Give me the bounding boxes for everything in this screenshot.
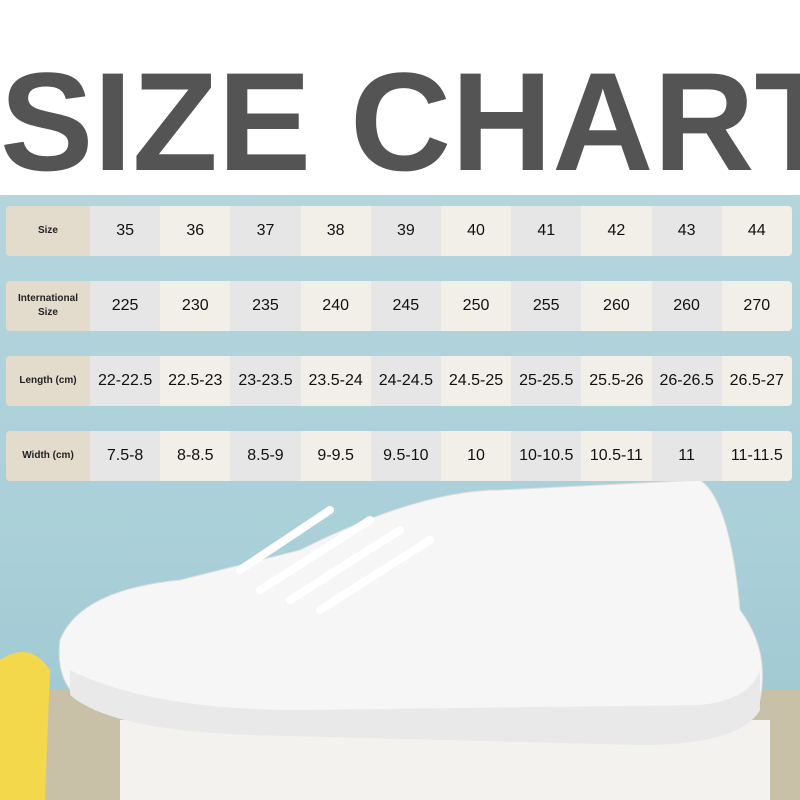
cell: 23-23.5 (230, 356, 301, 406)
cell: 270 (721, 281, 792, 331)
cell: 24-24.5 (370, 356, 441, 406)
cell: 25.5-26 (581, 356, 652, 406)
cell: 8.5-9 (230, 431, 301, 481)
cell: 41 (511, 206, 582, 256)
cell: 260 (581, 281, 652, 331)
cell: 230 (160, 281, 231, 331)
cell: 23.5-24 (300, 356, 371, 406)
cell: 11 (651, 431, 722, 481)
table-row-width: Width (cm) 7.5-8 8-8.5 8.5-9 9-9.5 9.5-1… (6, 431, 792, 481)
cell: 43 (651, 206, 722, 256)
cell: 255 (511, 281, 582, 331)
shoe-sole (70, 670, 760, 745)
cell: 10 (440, 431, 512, 481)
table-row-international-size: International Size 225 230 235 240 245 2… (6, 281, 792, 331)
cell: 22-22.5 (90, 356, 161, 406)
cell: 250 (440, 281, 512, 331)
cell: 235 (230, 281, 301, 331)
shoe-laces (236, 506, 434, 614)
cell: 44 (721, 206, 792, 256)
cell: 22.5-23 (160, 356, 231, 406)
row-label: Length (cm) (6, 356, 90, 406)
cell: 9-9.5 (300, 431, 371, 481)
row-label: Width (cm) (6, 431, 90, 481)
table-row-length: Length (cm) 22-22.5 22.5-23 23-23.5 23.5… (6, 356, 792, 406)
cell: 37 (230, 206, 301, 256)
cell: 11-11.5 (721, 431, 792, 481)
cell: 25-25.5 (511, 356, 582, 406)
row-label: International Size (6, 281, 90, 331)
cell: 7.5-8 (90, 431, 161, 481)
cell: 35 (90, 206, 161, 256)
cell: 38 (300, 206, 371, 256)
cell: 260 (651, 281, 722, 331)
cell: 40 (440, 206, 512, 256)
cell: 39 (370, 206, 441, 256)
cell: 10.5-11 (581, 431, 652, 481)
cell: 24.5-25 (440, 356, 512, 406)
shoe-image (0, 479, 770, 800)
cell: 225 (90, 281, 161, 331)
cell: 245 (370, 281, 441, 331)
cell: 240 (300, 281, 371, 331)
yellow-object (0, 652, 50, 800)
cell: 8-8.5 (160, 431, 231, 481)
table-row-size: Size 35 36 37 38 39 40 41 42 43 44 (6, 206, 792, 256)
cell: 26-26.5 (651, 356, 722, 406)
cell: 10-10.5 (511, 431, 582, 481)
cell: 9.5-10 (370, 431, 441, 481)
cell: 42 (581, 206, 652, 256)
row-label: Size (6, 206, 90, 256)
cell: 36 (160, 206, 231, 256)
page-title: SIZE CHART (0, 43, 800, 200)
cell: 26.5-27 (721, 356, 792, 406)
